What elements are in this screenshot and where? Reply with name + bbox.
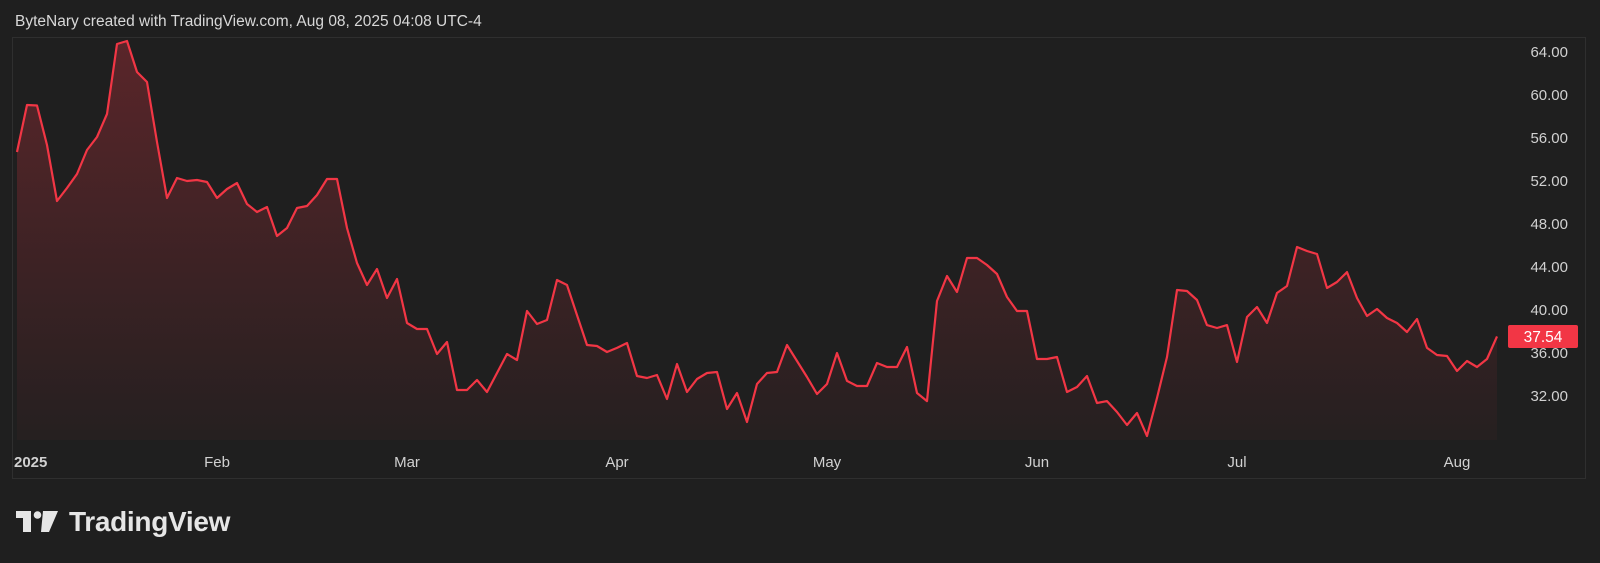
- tradingview-logo[interactable]: TradingView: [16, 506, 230, 538]
- y-axis: 64.00 60.00 56.00 52.00 48.00 44.00 40.00 36.00…: [1530, 44, 1568, 405]
- x-tick-label: Feb: [204, 454, 230, 471]
- last-price-label: 37.54: [1524, 329, 1563, 346]
- y-tick-label: 52.00: [1530, 173, 1568, 190]
- y-tick-label: 40.00: [1530, 302, 1568, 319]
- price-line[interactable]: [15, 39, 1499, 438]
- y-tick-label: 36.00: [1530, 345, 1568, 362]
- x-tick-label: 2025: [14, 454, 47, 471]
- logo-text: TradingView: [69, 506, 231, 537]
- chart-title: ByteNary created with TradingView.com, A…: [15, 13, 482, 30]
- y-tick-label: 48.00: [1530, 216, 1568, 233]
- last-price-badge: 37.54: [1508, 324, 1578, 348]
- x-tick-label: Apr: [605, 454, 628, 471]
- tradingview-logo-icon: [16, 511, 58, 532]
- x-tick-label: Aug: [1444, 454, 1471, 471]
- y-tick-label: 32.00: [1530, 388, 1568, 405]
- y-tick-label: 44.00: [1530, 259, 1568, 276]
- x-tick-label: Jun: [1025, 454, 1049, 471]
- x-axis: 2025 Feb Mar Apr May Jun Jul Aug: [14, 454, 1470, 471]
- y-tick-label: 64.00: [1530, 44, 1568, 61]
- x-tick-label: May: [813, 454, 842, 471]
- chart-frame: [12, 37, 1586, 479]
- x-tick-label: Jul: [1227, 454, 1246, 471]
- y-tick-label: 60.00: [1530, 87, 1568, 104]
- x-tick-label: Mar: [394, 454, 420, 471]
- price-area-fill: [17, 41, 1497, 440]
- y-tick-label: 56.00: [1530, 130, 1568, 147]
